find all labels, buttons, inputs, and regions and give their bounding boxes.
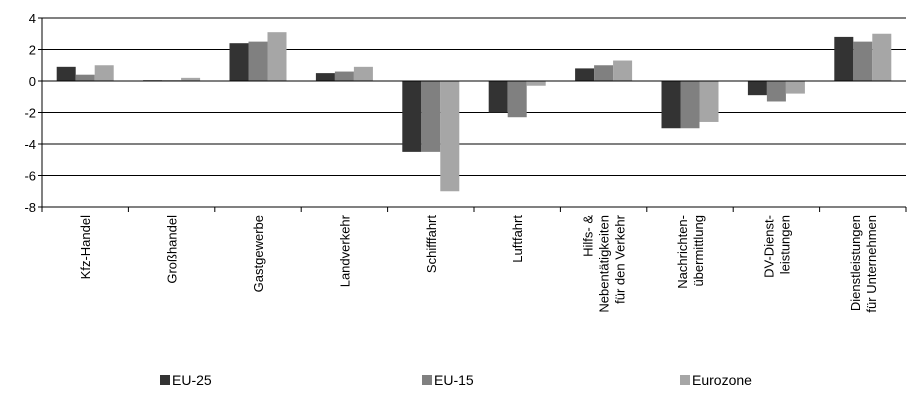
x-tick-label-line: Nachrichten-: [675, 215, 690, 289]
bar: [94, 65, 114, 81]
x-tick-label-line: leistungen: [777, 215, 792, 274]
x-tick-label-line: Dienstleistungen: [848, 215, 863, 311]
legend-swatch: [680, 375, 690, 385]
x-tick-label-line: übermittlung: [691, 215, 706, 287]
bar: [440, 81, 460, 192]
legend-label: Eurozone: [692, 372, 752, 388]
y-tick-label: -2: [24, 106, 36, 121]
x-tick-label: Hilfs- & Nebentätigkeiten für den Verkehr: [581, 214, 628, 312]
x-tick-label: Luftfahrt: [510, 215, 525, 263]
x-tick-label-line: Schifffahrt: [424, 215, 439, 273]
y-tick-label: -6: [24, 169, 36, 184]
x-tick-label-line: Landverkehr: [337, 214, 352, 287]
bar: [334, 71, 354, 81]
x-tick-label: Großhandel: [165, 215, 180, 284]
category-labels: Kfz-Handel Großhandel Gastgewerbe Landverke…: [78, 214, 879, 312]
legend-swatch: [422, 375, 432, 385]
bar: [421, 81, 441, 152]
x-tick-label: Kfz-Handel: [78, 215, 93, 279]
bar: [872, 33, 892, 81]
y-tick-label: 0: [29, 74, 36, 89]
legend: EU-25 EU-15 Eurozone: [160, 372, 752, 388]
x-tick-label: Gastgewerbe: [251, 215, 266, 292]
y-tick-label: -8: [24, 200, 36, 215]
x-tick-label-line: Kfz-Handel: [78, 215, 93, 279]
x-tick-label-line: Luftfahrt: [510, 215, 525, 263]
x-tick-label-line: Großhandel: [165, 215, 180, 284]
bar: [353, 66, 373, 81]
bar: [785, 81, 805, 94]
bar: [766, 81, 786, 102]
bar: [526, 81, 546, 86]
legend-label: EU-15: [434, 372, 474, 388]
y-tick-label: 4: [29, 11, 36, 26]
y-tick-label: 2: [29, 43, 36, 58]
x-tick-label: Nachrichten-übermittlung: [675, 215, 706, 289]
bar: [181, 77, 201, 81]
legend-label: EU-25: [172, 372, 212, 388]
bar: [229, 43, 249, 81]
x-tick-label-line: Gastgewerbe: [251, 215, 266, 292]
bar: [680, 81, 700, 129]
bar: [699, 81, 719, 122]
bar: [402, 81, 422, 152]
bar: [661, 81, 681, 129]
bar: [507, 81, 527, 118]
bar: [613, 60, 633, 81]
x-tick-label: Dienstleistungen für Unternehmen: [848, 215, 879, 313]
bar: [747, 81, 767, 96]
bar: [56, 66, 76, 81]
bar: [248, 41, 268, 81]
x-tick-label: Landverkehr: [337, 214, 352, 287]
legend-item: Eurozone: [680, 372, 752, 388]
bar: [315, 73, 335, 81]
x-tick-label-line: Hilfs- &: [581, 215, 596, 257]
x-tick-label-line: für den Verkehr: [613, 214, 628, 304]
bar: [594, 65, 614, 81]
y-axis-ticks: 4 2 0 -2 -4 -6 -8: [24, 11, 36, 215]
x-tick-label-line: Nebentätigkeiten: [597, 215, 612, 313]
x-tick-label: Schifffahrt: [424, 215, 439, 273]
y-tick-label: -4: [24, 137, 36, 152]
bar: [75, 74, 95, 81]
bars: [56, 32, 892, 192]
x-tick-label-line: DV-Dienst-: [761, 215, 776, 278]
bar: [267, 32, 287, 81]
x-tick-label: DV-Dienst-leistungen: [761, 215, 792, 278]
axes: [38, 17, 907, 212]
legend-item: EU-25: [160, 372, 212, 388]
legend-swatch: [160, 375, 170, 385]
x-tick-label-line: für Unternehmen: [864, 215, 879, 313]
gridlines: [42, 17, 906, 208]
bar: [488, 81, 508, 113]
bar: [575, 68, 595, 81]
legend-item: EU-15: [422, 372, 474, 388]
bar: [834, 36, 854, 81]
bar: [853, 41, 873, 81]
